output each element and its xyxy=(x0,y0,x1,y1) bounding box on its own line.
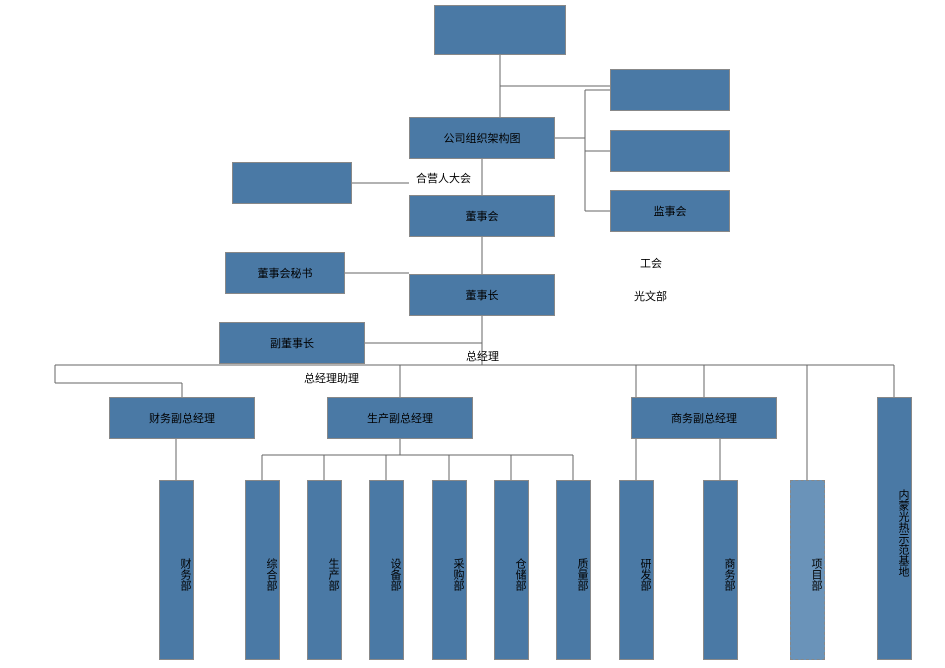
org-node-top3 xyxy=(610,130,730,172)
org-node-chairman: 董事长 xyxy=(409,274,555,316)
org-vnode-finance: 财务部 xyxy=(159,480,194,660)
org-vnode-equip: 设备部 xyxy=(369,480,404,660)
org-node-prodvp: 生产副总经理 xyxy=(327,397,473,439)
label-gmassist: 总经理助理 xyxy=(304,370,359,386)
org-node-finvp: 财务副总经理 xyxy=(109,397,255,439)
label-guangwen: 光文部 xyxy=(634,288,667,304)
org-vnode-warehouse: 仓储部 xyxy=(494,480,529,660)
org-vnode-prod: 生产部 xyxy=(307,480,342,660)
label-union: 工会 xyxy=(640,255,662,271)
org-node-top1 xyxy=(434,5,566,55)
org-node-left1 xyxy=(232,162,352,204)
org-vnode-base: 内蒙光热示范基地 xyxy=(877,397,912,660)
label-gm: 总经理 xyxy=(466,348,499,364)
label-merger: 合营人大会 xyxy=(416,170,471,186)
org-node-board: 董事会 xyxy=(409,195,555,237)
org-node-supervisory: 监事会 xyxy=(610,190,730,232)
org-node-orgstruct: 公司组织架构图 xyxy=(409,117,555,159)
org-node-vicechair: 副董事长 xyxy=(219,322,365,364)
org-node-bizvp: 商务副总经理 xyxy=(631,397,777,439)
org-vnode-project: 项目部 xyxy=(790,480,825,660)
org-vnode-biz: 商务部 xyxy=(703,480,738,660)
org-node-secretary: 董事会秘书 xyxy=(225,252,345,294)
org-vnode-purchase: 采购部 xyxy=(432,480,467,660)
org-node-top2 xyxy=(610,69,730,111)
org-vnode-quality: 质量部 xyxy=(556,480,591,660)
org-vnode-general: 综合部 xyxy=(245,480,280,660)
org-vnode-rd: 研发部 xyxy=(619,480,654,660)
